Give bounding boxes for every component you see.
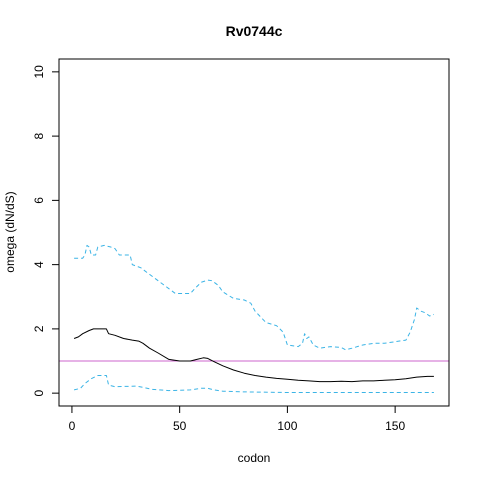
x-axis: 0 50 100 150: [69, 405, 405, 433]
x-tick-label: 50: [173, 419, 187, 433]
y-tick-label: 8: [32, 132, 46, 139]
x-tick-label: 150: [385, 419, 405, 433]
y-tick-label: 6: [32, 197, 46, 204]
y-axis-label: omega (dN/dS): [3, 191, 17, 272]
y-tick-label: 4: [32, 261, 46, 268]
series-lower-bound-line: [73, 375, 434, 393]
plot-frame: [58, 58, 450, 407]
y-tick-label: 0: [32, 389, 46, 396]
x-tick-label: 100: [277, 419, 297, 433]
x-tick-label: 0: [69, 419, 76, 433]
chart-title: Rv0744c: [226, 23, 283, 39]
series-upper-bound-line: [74, 244, 435, 351]
y-axis: 0 2 4 6 8 10: [32, 65, 60, 396]
y-tick-label: 10: [32, 65, 46, 79]
plot-area: [59, 244, 449, 393]
y-tick-label: 2: [32, 325, 46, 332]
x-axis-label: codon: [238, 451, 271, 465]
series-estimate-line: [73, 328, 434, 383]
